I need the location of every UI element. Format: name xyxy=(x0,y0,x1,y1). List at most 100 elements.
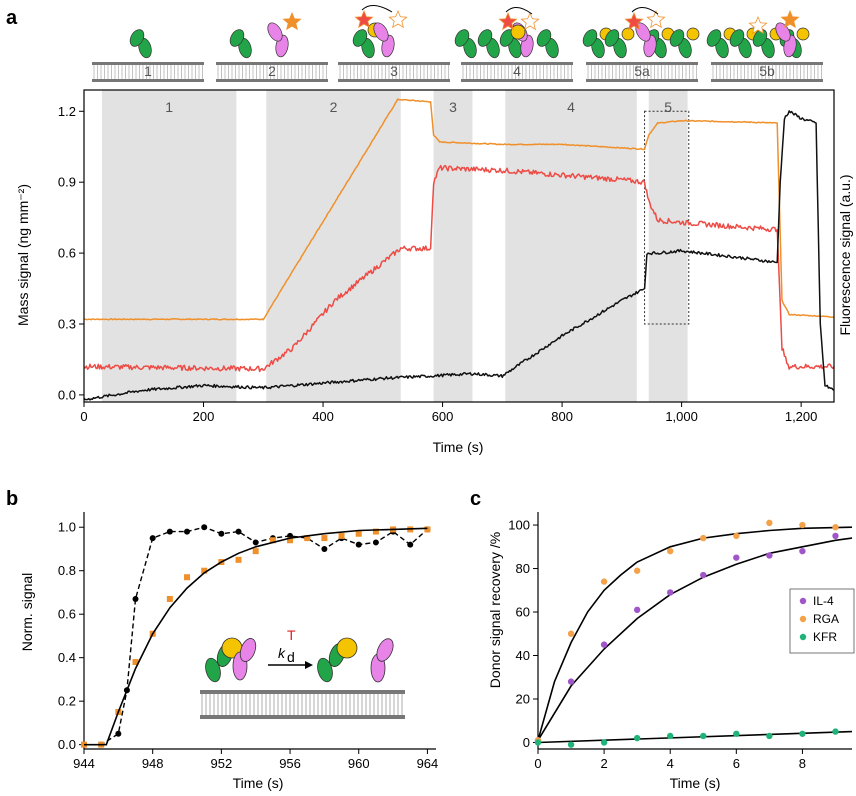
x-tick-label: 0 xyxy=(80,409,87,424)
region-label: 3 xyxy=(449,99,457,115)
orange-data-point xyxy=(338,532,345,539)
membrane-icon xyxy=(92,79,204,82)
legend-label: RGA xyxy=(813,612,839,626)
pink-receptor-icon xyxy=(267,22,283,42)
membrane-icon xyxy=(200,690,405,694)
star-fluorophore-icon xyxy=(282,11,302,31)
y-tick-label: 0.4 xyxy=(58,650,76,665)
legend-marker xyxy=(799,597,807,605)
black-data-point xyxy=(235,528,242,535)
legend-label: IL-4 xyxy=(813,594,834,608)
orange-data-point xyxy=(321,535,328,542)
orange-data-point xyxy=(184,574,191,581)
series-RGA-point xyxy=(832,524,839,531)
series-KFR-point xyxy=(832,728,839,735)
black-data-point xyxy=(321,545,328,552)
green-receptor-icon xyxy=(604,29,620,47)
membrane-icon xyxy=(461,62,573,65)
orange-data-point xyxy=(132,659,139,666)
x-tick-label: 8 xyxy=(799,756,806,771)
panel-a-xlabel: Time (s) xyxy=(433,439,484,455)
y-tick-label: 40 xyxy=(516,648,530,663)
y-tick-label: 0.0 xyxy=(58,737,76,752)
series-IL-4-point xyxy=(600,641,608,648)
energy-transfer-arrow-icon xyxy=(505,7,533,15)
panel-a-label: a xyxy=(6,7,18,29)
series-RGA-point xyxy=(766,519,773,527)
orange-data-point xyxy=(269,537,276,544)
orange-data-point xyxy=(424,526,431,533)
black-data-point xyxy=(132,595,139,602)
star-fluorophore-icon xyxy=(624,11,644,31)
region-label: 1 xyxy=(165,99,173,115)
scheme-step-label: 5a xyxy=(634,63,650,79)
panel-b-inset-schematic: k dT xyxy=(200,627,405,719)
green-receptor-icon xyxy=(129,29,145,47)
y-tick-label: 60 xyxy=(516,605,530,620)
x-tick-label: 0 xyxy=(534,756,541,771)
green-receptor-icon xyxy=(669,29,685,47)
series-IL-4-point xyxy=(733,554,740,561)
membrane-icon xyxy=(338,79,450,82)
series-KFR-point xyxy=(799,730,806,737)
series-IL-4-point xyxy=(667,589,674,596)
x-tick-label: 960 xyxy=(348,756,370,771)
star-fluorophore-icon xyxy=(354,9,374,29)
green-receptor-icon xyxy=(477,29,493,47)
x-tick-label: 800 xyxy=(551,409,573,424)
pink-receptor-icon xyxy=(376,638,394,662)
legend-label: KFR xyxy=(813,630,837,644)
region-shade xyxy=(648,90,688,402)
pink-receptor-icon xyxy=(775,22,791,42)
black-data-point xyxy=(252,539,259,546)
green-receptor-icon xyxy=(454,29,470,47)
green-receptor-icon xyxy=(706,29,722,47)
yellow-ligand-icon xyxy=(336,637,358,659)
green-receptor-icon xyxy=(229,29,245,47)
orange-data-point xyxy=(201,567,208,574)
y-tick-label: 0.9 xyxy=(58,175,76,190)
black-data-point xyxy=(184,528,191,535)
legend-marker xyxy=(799,633,807,641)
membrane-icon xyxy=(586,62,698,65)
black-data-point xyxy=(218,530,225,537)
panel-c-ylabel: Donor signal recovery /% xyxy=(487,532,503,688)
y-tick-label: 20 xyxy=(516,691,530,706)
y-tick-label: 0.0 xyxy=(58,387,76,402)
legend-marker xyxy=(799,615,807,623)
membrane-icon xyxy=(92,62,204,65)
black-data-point xyxy=(372,539,379,546)
panel-b-ylabel: Norm. signal xyxy=(19,573,35,652)
membrane-icon xyxy=(216,62,328,65)
green-receptor-icon xyxy=(582,29,598,47)
orange-data-point xyxy=(355,530,362,537)
green-receptor-icon xyxy=(352,29,368,47)
panel-a-chart: 1 2 3 4 5 0 200 400 600 800 1,000 1,200 0.0 0.3 0.6 0.9… xyxy=(58,89,835,424)
region-shade xyxy=(433,90,473,402)
black-data-point xyxy=(166,528,173,535)
panel-b-chart: 944 948 952 956 960 964 0.0 0.2 0.4 0.6 0.8 1.0 k dT xyxy=(58,512,438,771)
yellow-ligand-icon xyxy=(686,27,700,41)
black-data-point xyxy=(149,535,156,542)
region-label: 2 xyxy=(330,99,338,115)
series-orange-line xyxy=(83,98,835,321)
panel-c-xlabel: Time (s) xyxy=(670,775,721,791)
y-tick-label: 0.3 xyxy=(58,317,76,332)
black-dashed-line xyxy=(84,526,428,746)
kinetic-subscript: d xyxy=(287,649,295,665)
series-IL-4-point xyxy=(633,606,641,614)
orange-data-point xyxy=(372,528,379,535)
series-KFR-point xyxy=(633,734,641,742)
panel-b-xlabel: Time (s) xyxy=(233,775,284,791)
series-KFR-point xyxy=(733,730,740,737)
black-data-point xyxy=(355,541,362,548)
scheme-step-label: 4 xyxy=(513,63,521,79)
x-tick-label: 2 xyxy=(600,756,607,771)
x-tick-label: 600 xyxy=(432,409,454,424)
green-receptor-icon xyxy=(536,29,552,47)
energy-transfer-arrow-icon xyxy=(361,5,393,13)
series-RGA-point xyxy=(667,547,674,555)
green-receptor-icon xyxy=(205,657,221,683)
